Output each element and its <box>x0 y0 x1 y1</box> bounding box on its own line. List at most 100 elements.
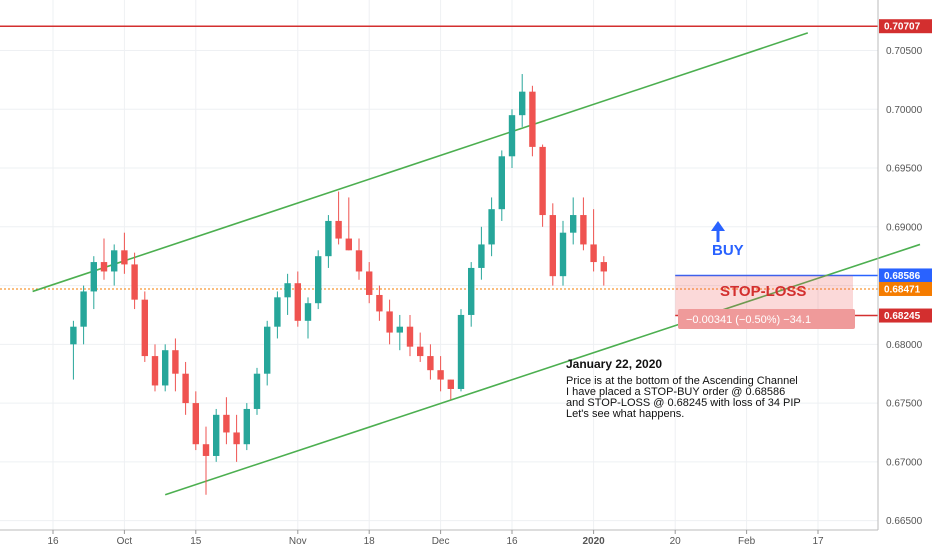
candlestick <box>162 344 169 392</box>
candlestick <box>559 220 567 286</box>
candle-body <box>345 238 352 251</box>
candlestick <box>70 320 77 380</box>
candle-body <box>406 326 414 347</box>
candle-body <box>366 271 373 295</box>
candlestick <box>437 356 444 392</box>
time-tick-label: 18 <box>364 536 376 547</box>
time-tick-label: 16 <box>506 536 518 547</box>
candle-body <box>151 356 159 386</box>
candlestick <box>202 426 210 495</box>
channel-line-upper <box>32 32 809 293</box>
candle-body <box>478 244 485 268</box>
candlestick <box>590 209 597 272</box>
price-tick-label: 0.70500 <box>886 46 923 57</box>
candlestick <box>478 226 485 280</box>
candle-body <box>284 283 291 298</box>
time-tick-label: 2020 <box>582 536 605 547</box>
candlestick <box>233 414 240 462</box>
candle-body <box>111 250 118 272</box>
candlestick <box>529 85 536 157</box>
candle-body <box>498 156 505 210</box>
note-line: I have placed a STOP-BUY order @ 0.68586 <box>566 386 785 398</box>
note-title: January 22, 2020 <box>566 357 662 371</box>
candle-body <box>519 91 526 116</box>
candle-body <box>570 215 577 233</box>
candle-body <box>488 209 495 245</box>
candlestick <box>253 367 261 415</box>
candlestick <box>100 238 108 280</box>
candlestick <box>223 397 230 445</box>
measure-label: −0.00341 (−0.50%) −34.1 <box>686 314 811 326</box>
candlestick <box>315 250 322 310</box>
candle-body <box>355 250 363 272</box>
candle-body <box>437 370 444 380</box>
candle-body <box>590 244 597 263</box>
candlestick <box>172 338 179 392</box>
candlestick <box>447 379 454 400</box>
candle-body <box>192 403 199 445</box>
candlestick <box>141 291 148 362</box>
candlestick <box>325 215 332 268</box>
candlestick <box>355 238 363 280</box>
price-level-tag-top-level <box>879 19 932 34</box>
candle-body <box>80 291 87 327</box>
candle-body <box>315 256 322 304</box>
time-tick-label: 20 <box>670 536 682 547</box>
price-level-label-current-price: 0.68471 <box>884 284 921 295</box>
candle-body <box>121 250 128 265</box>
candlestick <box>80 285 87 345</box>
time-tick-label: 16 <box>47 536 59 547</box>
time-tick-label: Feb <box>738 536 756 547</box>
candlestick <box>376 285 383 321</box>
candle-body <box>172 350 179 374</box>
candlestick <box>417 332 424 362</box>
candle-body <box>90 262 97 292</box>
candle-body <box>233 432 240 445</box>
candlestick <box>427 344 434 380</box>
candlestick <box>498 150 505 221</box>
candlesticks <box>70 74 607 495</box>
candle-body <box>243 408 250 445</box>
candlestick <box>264 320 271 386</box>
candle-body <box>213 414 220 456</box>
candlestick <box>111 244 118 286</box>
stop-loss-label: STOP-LOSS <box>720 283 806 300</box>
channel-line-lower <box>164 243 921 496</box>
candle-body <box>202 444 210 456</box>
candlestick <box>90 256 97 310</box>
price-level-tag-current-price <box>879 281 932 296</box>
candle-body <box>549 215 556 277</box>
candle-body <box>264 326 271 374</box>
candle-body <box>417 346 424 357</box>
candle-body <box>162 350 169 386</box>
candle-body <box>70 326 77 345</box>
price-tick-label: 0.69000 <box>886 222 923 233</box>
measure-box <box>678 309 855 329</box>
candlestick <box>539 144 546 227</box>
candle-body <box>274 297 281 327</box>
candlestick <box>468 262 475 327</box>
price-level-tag-buy-order <box>879 268 932 283</box>
price-level-label-top-level: 0.70707 <box>884 22 921 33</box>
price-tick-label: 0.70000 <box>886 105 923 116</box>
candlestick <box>549 203 556 286</box>
note-line: Price is at the bottom of the Ascending … <box>566 375 798 387</box>
candlestick <box>131 252 138 310</box>
candle-body <box>182 373 189 404</box>
candlestick <box>488 197 495 257</box>
time-tick-label: 17 <box>812 536 824 547</box>
up-arrow-icon <box>711 221 725 231</box>
stop-loss-zone <box>675 275 853 316</box>
candlestick <box>396 314 403 351</box>
price-tick-label: 0.66500 <box>886 516 923 527</box>
candlestick <box>151 344 159 392</box>
candlestick <box>600 256 607 286</box>
candlestick <box>294 271 301 327</box>
price-level-label-buy-order: 0.68586 <box>884 271 921 282</box>
price-level-labels: 0.70707 0.68586 0.68471 0.68245 <box>879 19 932 323</box>
candle-body <box>468 267 475 315</box>
candle-body <box>529 91 536 147</box>
candlestick <box>570 197 577 245</box>
candle-body <box>386 311 393 333</box>
